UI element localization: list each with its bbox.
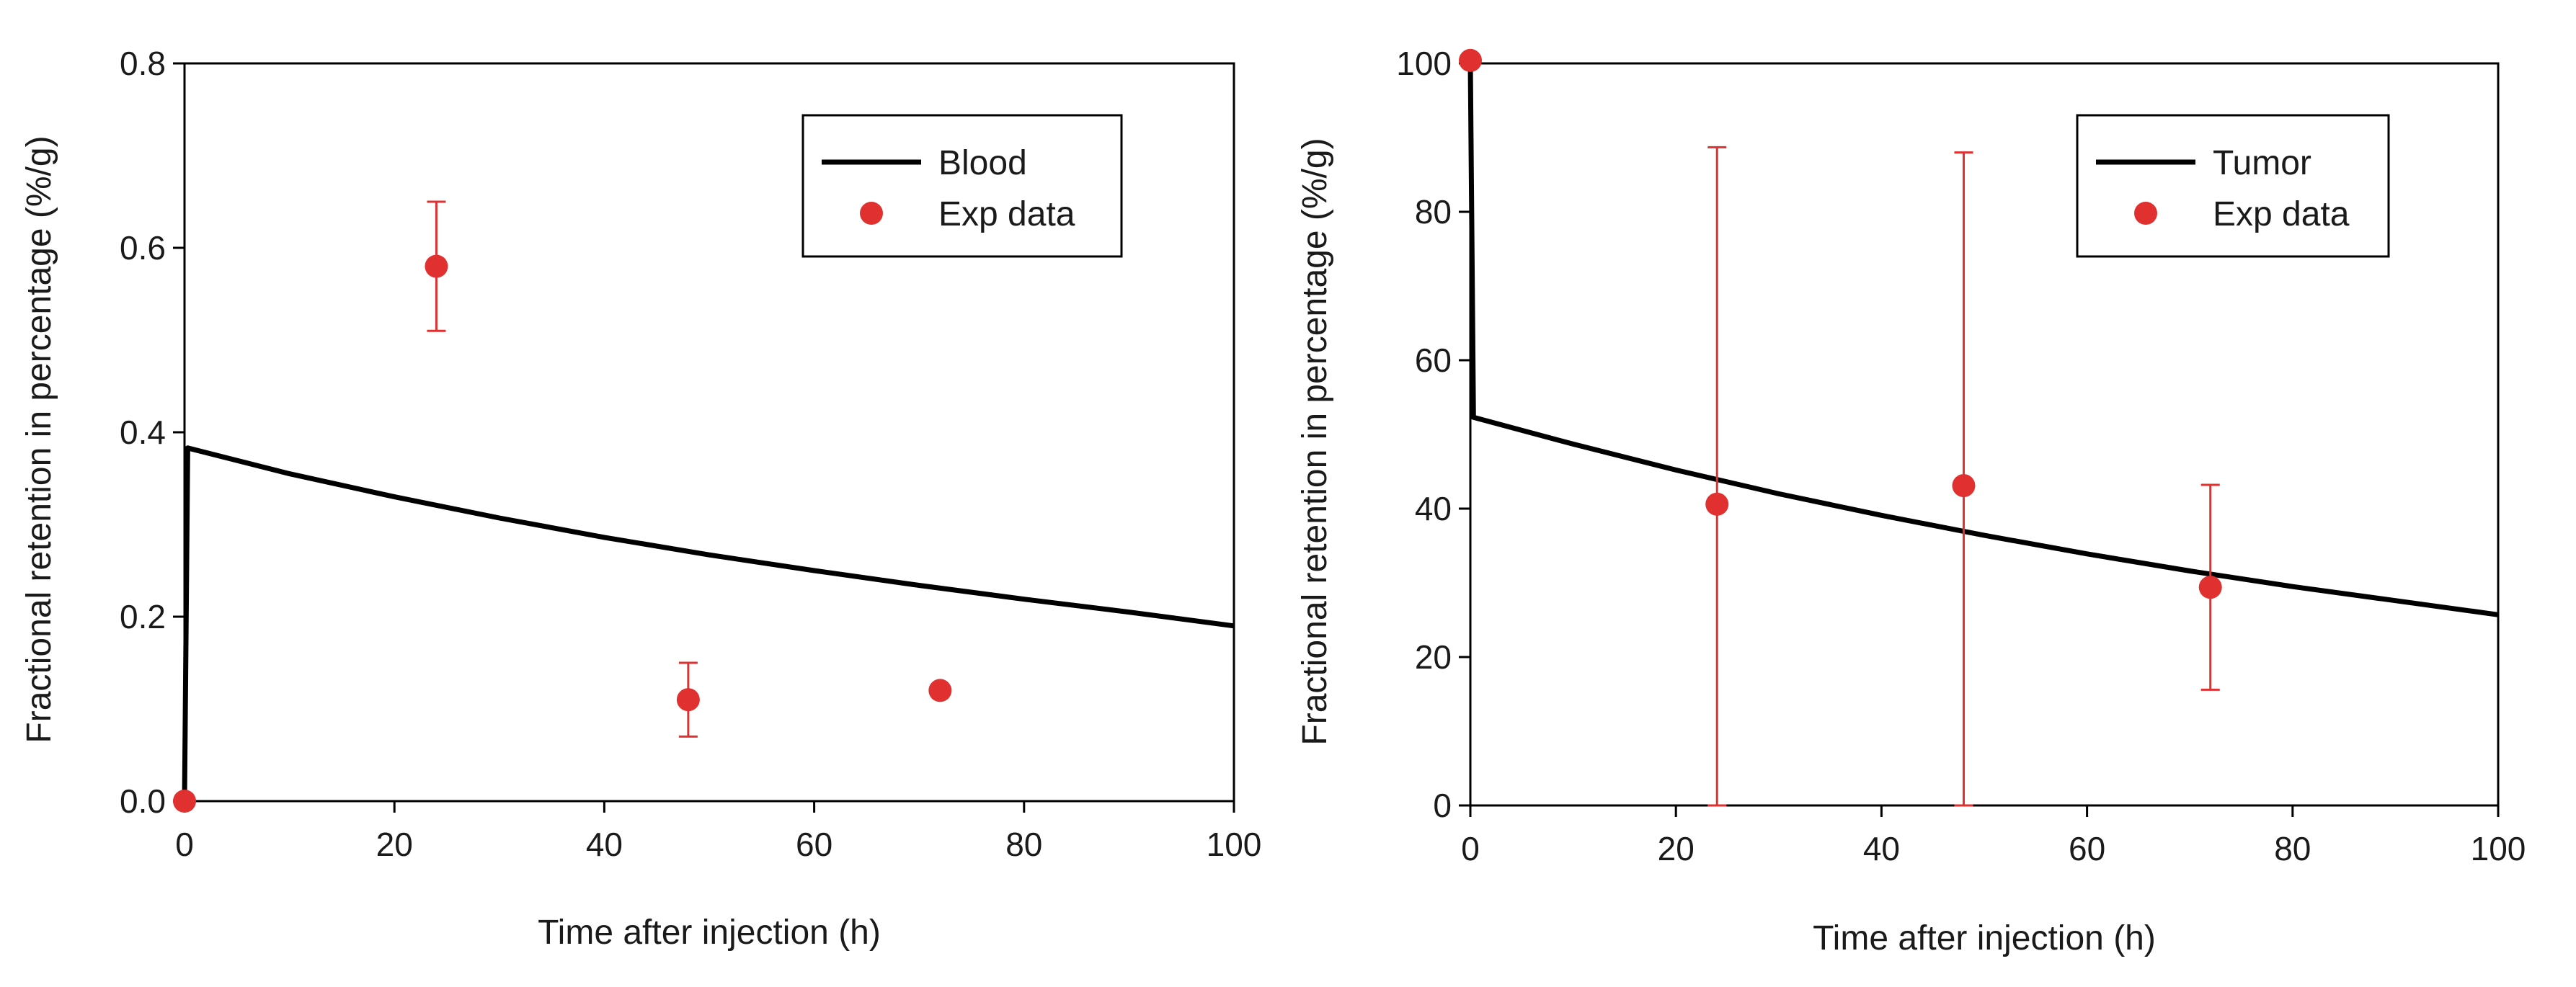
- legend-dot-swatch: [860, 202, 883, 225]
- y-tick-label: 0: [1433, 787, 1452, 824]
- x-tick-label: 40: [1863, 830, 1900, 867]
- y-tick-label: 0.2: [120, 598, 166, 635]
- legend: Blood Exp data: [801, 114, 1123, 258]
- exp-data-point: [425, 254, 448, 278]
- y-tick-label: 0.6: [120, 229, 166, 267]
- chart-2: 0 20 40 60 80 100 0 20 40 60 80 100 Time after injec…: [1296, 45, 2526, 957]
- exp-data-point: [676, 688, 700, 712]
- y-tick-label: 0.4: [120, 414, 166, 451]
- x-tick-label: 0: [1461, 830, 1480, 867]
- legend: Tumor Exp data: [2076, 114, 2390, 258]
- x-tick-label: 60: [2069, 830, 2105, 867]
- legend-entry-line: Blood: [938, 144, 1027, 182]
- y-axis-title: Fractional retention in percentage (%/g): [1296, 138, 1334, 745]
- chart-1: 0.0 0.2 0.4 0.6 0.8 0 20 40 60 80 100 Time after in…: [20, 45, 1261, 952]
- y-tick-label: 20: [1415, 638, 1452, 676]
- exp-data-point: [1705, 492, 1729, 516]
- y-tick-label: 0.8: [120, 45, 166, 82]
- plot-frame: [1469, 62, 2500, 807]
- exp-data-point: [928, 679, 952, 702]
- x-tick-label: 20: [376, 826, 413, 863]
- x-tick-label: 0: [175, 826, 194, 863]
- series-line-blood: [182, 445, 1235, 802]
- exp-data-point: [1459, 48, 1482, 72]
- legend-dot-swatch: [2134, 202, 2157, 225]
- legend-entry-exp-data: Exp data: [938, 195, 1075, 233]
- x-tick-label: 20: [1658, 830, 1695, 867]
- x-tick-label: 100: [2471, 830, 2526, 867]
- x-tick-label: 80: [2274, 830, 2311, 867]
- error-bar: [1707, 146, 1727, 807]
- x-tick-label: 80: [1005, 826, 1042, 863]
- y-tick-label: 0.0: [120, 782, 166, 820]
- exp-data-point: [1952, 474, 1976, 498]
- legend-box: [801, 114, 1123, 258]
- x-tick-label: 60: [796, 826, 832, 863]
- y-tick-label: 100: [1396, 45, 1452, 82]
- exp-data-point: [2198, 576, 2222, 599]
- legend-box: [2076, 114, 2390, 258]
- x-axis-title: Time after injection (h): [1813, 919, 2156, 957]
- x-tick-label: 40: [586, 826, 623, 863]
- x-axis-title: Time after injection (h): [538, 914, 881, 952]
- legend-entry-exp-data: Exp data: [2213, 195, 2350, 233]
- y-tick-label: 40: [1415, 490, 1452, 527]
- series-line-tumor: [1467, 63, 2499, 617]
- y-tick-label: 80: [1415, 193, 1452, 231]
- y-axis-title: Fractional retention in percentage (%/g): [20, 135, 58, 743]
- exp-data-point: [173, 790, 196, 813]
- y-tick-label: 60: [1415, 341, 1452, 379]
- legend-entry-line: Tumor: [2213, 144, 2311, 182]
- x-tick-label: 100: [1207, 826, 1262, 863]
